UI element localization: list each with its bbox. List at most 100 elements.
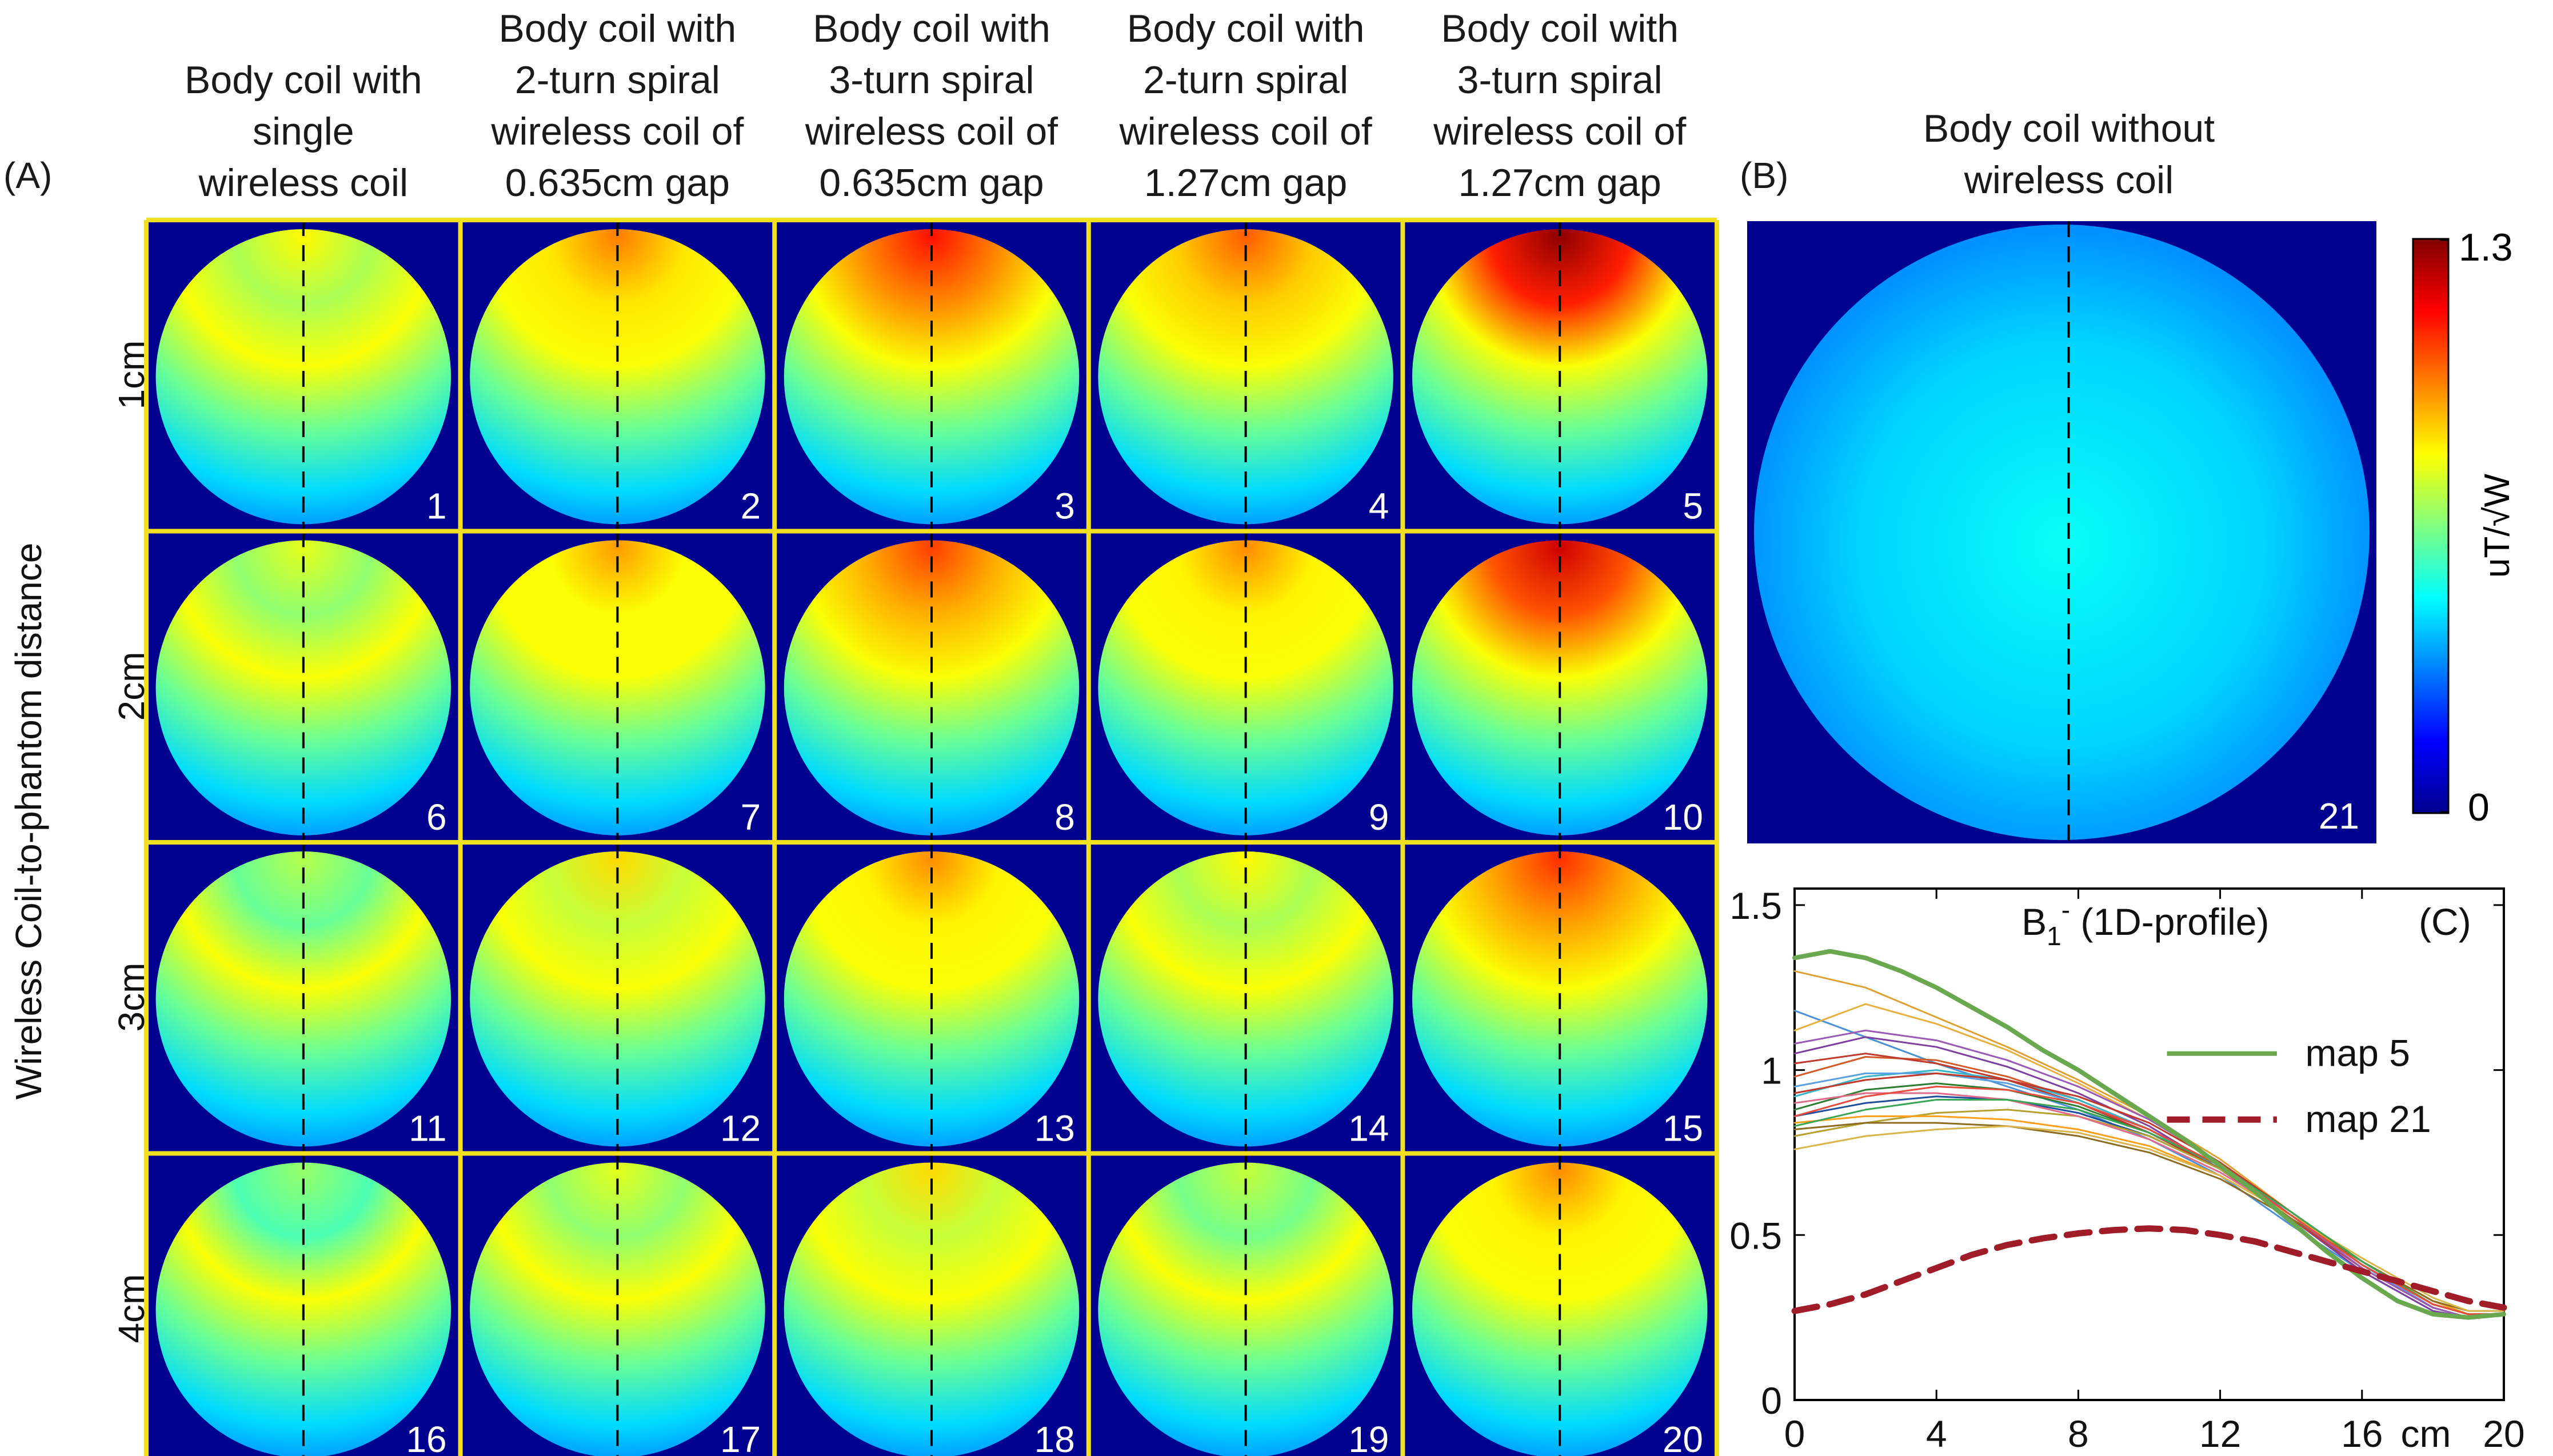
field-map-16: 16 <box>146 1153 461 1456</box>
x-tick-label: 0 <box>1784 1413 1805 1455</box>
field-map-4: 4 <box>1088 220 1403 531</box>
x-tick-label: 16 <box>2341 1413 2383 1455</box>
field-map-19: 19 <box>1088 1153 1403 1456</box>
map-number: 17 <box>720 1419 761 1456</box>
column-header-line: Body coil with <box>1441 7 1679 50</box>
map-number: 10 <box>1663 797 1703 838</box>
colorbar-gradient <box>2412 238 2450 814</box>
map-number: 15 <box>1663 1108 1703 1149</box>
series-line-4 <box>1793 970 2505 1319</box>
map-number: 4 <box>1369 486 1389 527</box>
map-number: 1 <box>426 486 447 527</box>
column-header-4: Body coil with 2-turn spiral wireless coil… <box>1086 3 1406 209</box>
column-header-3: Body coil with 3-turn spiral wireless coil… <box>772 3 1092 209</box>
map-number: 7 <box>741 797 761 838</box>
column-header-line: 0.635cm gap <box>819 161 1044 205</box>
row-label-4cm: 4cm <box>111 1274 152 1343</box>
column-header-line: wireless coil of <box>491 110 744 153</box>
x-tick-label: 12 <box>2199 1413 2241 1455</box>
panel-c-label: (C) <box>2419 901 2471 943</box>
field-map-17: 17 <box>460 1153 775 1456</box>
series-line-21 <box>1793 1086 2505 1315</box>
field-map-11: 11 <box>146 842 461 1154</box>
column-header-line: wireless coil of <box>1119 110 1372 153</box>
field-map-5: 5 <box>1403 220 1717 531</box>
column-header-2: Body coil with 2-turn spiral wireless coil… <box>457 3 777 209</box>
column-header-line: single <box>252 110 354 153</box>
column-header-1: Body coil with single wireless coil <box>143 54 464 209</box>
map-number: 16 <box>406 1419 446 1456</box>
map-number: 14 <box>1348 1108 1389 1149</box>
column-header-line: wireless coil of <box>1433 110 1687 153</box>
y-tick-label: 1 <box>1761 1050 1782 1092</box>
panel-b-field-disc <box>1754 225 2370 840</box>
map-number: 19 <box>1348 1419 1389 1456</box>
map-number: 9 <box>1369 797 1389 838</box>
field-map-9: 9 <box>1088 531 1403 842</box>
map-number: 2 <box>741 486 761 527</box>
panel-b-title: Body coil without wireless coil <box>1812 103 2326 206</box>
field-map-14: 14 <box>1088 842 1403 1154</box>
series-line-6 <box>1793 1036 2505 1319</box>
panel-b-title-line-2: wireless coil <box>1964 158 2174 202</box>
column-header-line: 3-turn spiral <box>1457 58 1663 102</box>
column-header-line: Body coil with <box>813 7 1050 50</box>
row-label-1cm: 1cm <box>111 340 152 410</box>
field-map-18: 18 <box>774 1153 1089 1456</box>
field-map-15: 15 <box>1403 842 1717 1154</box>
map-number: 6 <box>426 797 447 838</box>
map-number: 12 <box>720 1108 761 1149</box>
colorbar-unit-label: uT/√W <box>2478 473 2517 578</box>
field-map-1: 1 <box>146 220 461 531</box>
column-header-line: 3-turn spiral <box>829 58 1034 102</box>
column-header-line: Body coil with <box>184 58 422 102</box>
field-map-8: 8 <box>774 531 1089 842</box>
y-tick-label: 0.5 <box>1729 1214 1782 1257</box>
field-map-12: 12 <box>460 842 775 1154</box>
series-line-2 <box>1791 1225 2507 1314</box>
row-label-3cm: 3cm <box>111 962 152 1032</box>
field-map-3: 3 <box>774 220 1089 531</box>
y-tick-label: 1.5 <box>1729 885 1782 927</box>
field-map-7: 7 <box>460 531 775 842</box>
colorbar-min-label: 0 <box>2468 786 2490 829</box>
column-header-line: Body coil with <box>1126 7 1365 50</box>
panel-a-y-axis-label: Wireless Coil-to-phantom distance <box>8 542 49 1100</box>
colorbar-max-label: 1.3 <box>2459 226 2513 269</box>
column-header-line: wireless coil <box>198 161 409 205</box>
legend-label-1: map 5 <box>2306 1032 2410 1074</box>
map-number-21: 21 <box>2319 795 2359 837</box>
map-number: 18 <box>1034 1419 1075 1456</box>
panel-c-line-chart: 0 4 8 12 16 20 cm 0 0.5 1 1.5 B1- (1D-profile) (C) ma… <box>1729 885 2524 1455</box>
legend-label-2: map 21 <box>2306 1098 2431 1140</box>
x-tick-label: 4 <box>1926 1413 1947 1455</box>
field-map-13: 13 <box>774 842 1089 1154</box>
plot-frame <box>1793 887 2505 1401</box>
series-line-18 <box>1793 1125 2505 1312</box>
map-number: 13 <box>1034 1108 1075 1149</box>
field-map-20: 20 <box>1403 1153 1717 1456</box>
row-label-2cm: 2cm <box>111 651 152 721</box>
field-map-10: 10 <box>1403 531 1717 842</box>
map-number: 20 <box>1663 1419 1703 1456</box>
map-number: 3 <box>1054 486 1075 527</box>
y-tick-label: 0 <box>1761 1379 1782 1422</box>
panel-b-label: (B) <box>1740 155 1789 196</box>
field-map-2: 2 <box>460 220 775 531</box>
panel-b-reference-map: 21 <box>1747 221 2376 843</box>
series-line-1 <box>1792 949 2506 1320</box>
map-number: 8 <box>1054 797 1075 838</box>
panel-a-label: (A) <box>3 155 53 196</box>
map-number: 11 <box>409 1108 446 1149</box>
field-map-6: 6 <box>146 531 461 842</box>
chart-title: B1- (1D-profile) <box>2021 895 2269 951</box>
column-header-line: 2-turn spiral <box>514 58 720 102</box>
column-header-line: 1.27cm gap <box>1144 161 1348 205</box>
series-line-16 <box>1793 1122 2505 1312</box>
column-header-line: 0.635cm gap <box>505 161 730 205</box>
map-number: 5 <box>1683 486 1703 527</box>
x-tick-label: 8 <box>2068 1413 2089 1455</box>
column-header-line: 2-turn spiral <box>1143 58 1349 102</box>
